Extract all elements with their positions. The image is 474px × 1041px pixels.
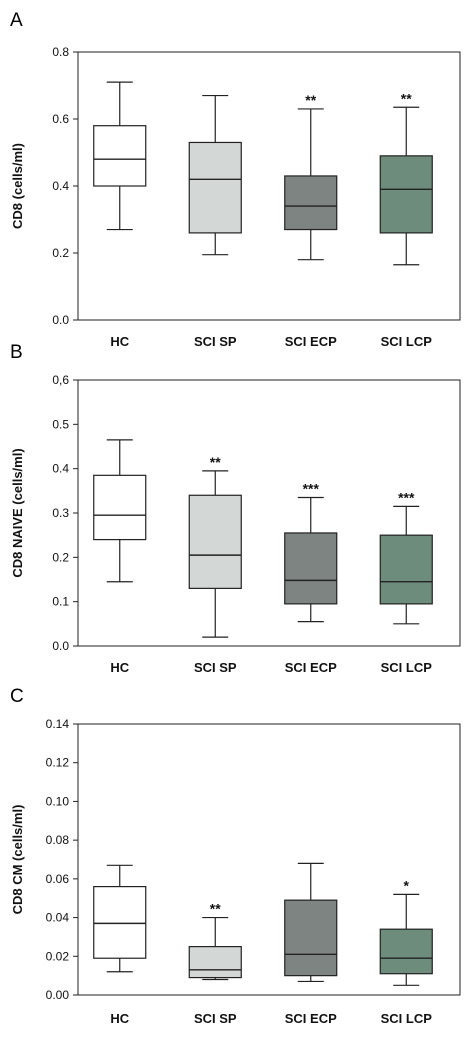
panel-c: C 0.00 0.02 0.04 0.06 0.08 0.10 0.12 0.14 CD8 CM… <box>10 686 461 1026</box>
box-iqr <box>379 928 433 975</box>
x-category-label: SCI SP <box>194 660 237 675</box>
y-tick-label: 0.04 <box>46 911 70 925</box>
y-tick-label: 0.8 <box>52 45 69 59</box>
y-tick-label: 0.00 <box>46 988 70 1002</box>
y-tick-label: 0.2 <box>52 246 69 260</box>
y-tick-label: 0,6 <box>52 373 69 387</box>
box-sci-lcp: *** <box>379 489 433 625</box>
box-iqr <box>284 899 338 977</box>
box-hc <box>93 81 147 231</box>
panel-letter-a: A <box>10 10 23 31</box>
y-axis-label: CD8 NAIVE (cells/ml) <box>10 448 25 577</box>
y-tick-label: 0.0 <box>52 639 69 653</box>
significance-marker: ** <box>305 92 316 108</box>
box-hc <box>93 439 147 583</box>
x-category-label: SCI ECP <box>285 660 337 675</box>
y-tick-label: 0.1 <box>52 595 69 609</box>
box-iqr <box>93 474 147 541</box>
box-sci-ecp: ** <box>284 92 338 261</box>
y-axis-label: CD8 (cells/ml) <box>10 143 25 229</box>
box-sci-lcp: * <box>379 877 433 986</box>
y-tick-label: 0.08 <box>46 833 70 847</box>
y-tick-label: 0.6 <box>52 112 69 126</box>
plot-frame <box>77 723 461 996</box>
box-sci-lcp: ** <box>379 90 433 266</box>
x-category-label: SCI LCP <box>381 334 433 349</box>
box-iqr <box>93 125 147 187</box>
panel-letter-c: C <box>10 686 24 707</box>
significance-marker: *** <box>398 489 415 505</box>
significance-marker: *** <box>303 480 320 496</box>
box-sci-ecp: *** <box>284 480 338 623</box>
y-tick-label: 0.10 <box>46 794 70 808</box>
x-category-label: HC <box>110 334 129 349</box>
box-sci-sp: ** <box>188 901 242 981</box>
box-hc <box>93 864 147 973</box>
significance-marker: ** <box>401 90 412 106</box>
y-tick-label: 0.4 <box>52 179 69 193</box>
box-sci-sp: ** <box>188 454 242 638</box>
x-category-label: SCI SP <box>194 1011 237 1026</box>
y-tick-label: 0.02 <box>46 949 70 963</box>
x-category-label: SCI ECP <box>285 334 337 349</box>
box-sci-sp <box>188 94 242 256</box>
x-category-label: SCI LCP <box>381 660 433 675</box>
y-tick-label: 0.0 <box>52 313 69 327</box>
significance-marker: ** <box>210 901 221 917</box>
x-category-label: SCI LCP <box>381 1011 433 1026</box>
y-tick-label: 0.5 <box>52 417 69 431</box>
x-category-label: HC <box>110 1011 129 1026</box>
y-tick-label: 0.4 <box>52 462 69 476</box>
box-iqr <box>188 141 242 234</box>
box-iqr <box>284 175 338 231</box>
significance-marker: ** <box>210 454 221 470</box>
panel-letter-b: B <box>10 342 23 363</box>
y-tick-label: 0.12 <box>46 756 70 770</box>
significance-marker: * <box>404 877 410 893</box>
x-category-label: SCI SP <box>194 334 237 349</box>
y-tick-label: 0.3 <box>52 506 69 520</box>
box-iqr <box>93 885 147 959</box>
box-iqr <box>188 494 242 589</box>
y-axis-label: CD8 CM (cells/ml) <box>10 805 25 915</box>
y-tick-label: 0.06 <box>46 872 70 886</box>
box-iqr <box>188 946 242 979</box>
box-iqr <box>379 534 433 605</box>
y-tick-label: 0.14 <box>46 717 70 731</box>
box-sci-ecp <box>284 862 338 983</box>
y-tick-label: 0.2 <box>52 550 69 564</box>
box-iqr <box>379 155 433 234</box>
x-category-label: SCI ECP <box>285 1011 337 1026</box>
panel-b: B 0.0 0.1 0.2 0.3 0.4 0.5 0,6 CD8 NAIVE (cells/… <box>10 342 461 675</box>
panel-a: A 0.0 0.2 0.4 0.6 0.8 CD8 (cells/ml) HC SCI SP *… <box>10 10 461 349</box>
x-category-label: HC <box>110 660 129 675</box>
box-iqr <box>284 532 338 605</box>
